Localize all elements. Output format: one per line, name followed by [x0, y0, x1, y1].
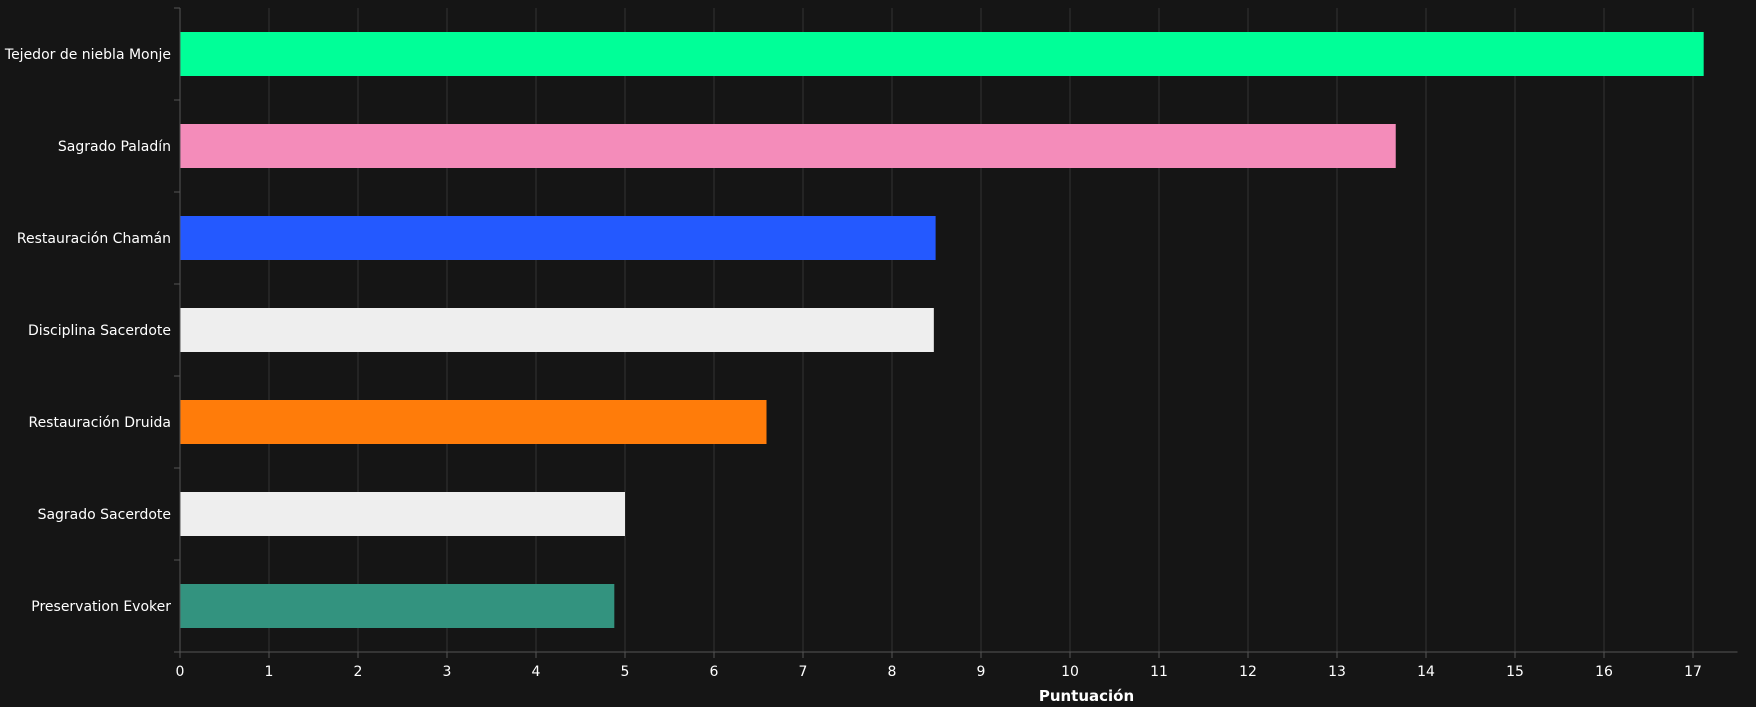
x-tick-label-9: 9: [977, 664, 986, 680]
category-label-disciplina-sacerdote: Disciplina Sacerdote: [28, 323, 171, 339]
category-label-preservation-evoker: Preservation Evoker: [31, 599, 171, 615]
x-tick-label-0: 0: [176, 664, 185, 680]
bar-disciplina-sacerdote: [180, 308, 934, 352]
x-tick-label-5: 5: [621, 664, 630, 680]
bar-sagrado-sacerdote: [180, 492, 625, 536]
category-label-tejedor-de-niebla-monje: Tejedor de niebla Monje: [4, 47, 171, 63]
x-tick-label-11: 11: [1150, 664, 1168, 680]
category-label-sagrado-sacerdote: Sagrado Sacerdote: [38, 507, 171, 523]
bar-restauracion-druida: [180, 400, 767, 444]
x-tick-label-17: 17: [1684, 664, 1702, 680]
x-tick-label-4: 4: [532, 664, 541, 680]
x-tick-label-2: 2: [354, 664, 363, 680]
x-tick-label-10: 10: [1061, 664, 1079, 680]
x-tick-label-6: 6: [710, 664, 719, 680]
bar-restauracion-chaman: [180, 216, 936, 260]
x-tick-label-8: 8: [888, 664, 897, 680]
category-label-sagrado-paladin: Sagrado Paladín: [58, 139, 171, 155]
x-tick-label-12: 12: [1239, 664, 1257, 680]
x-tick-label-15: 15: [1506, 664, 1524, 680]
axis-layer: [174, 7, 1738, 658]
bar-sagrado-paladin: [180, 124, 1396, 168]
x-tick-label-3: 3: [443, 664, 452, 680]
x-tick-label-13: 13: [1328, 664, 1346, 680]
x-tick-label-7: 7: [799, 664, 808, 680]
bar-layer: [180, 32, 1704, 628]
category-label-restauracion-chaman: Restauración Chamán: [17, 231, 171, 247]
bar-tejedor-de-niebla-monje: [180, 32, 1704, 76]
bar-preservation-evoker: [180, 584, 615, 628]
x-axis-title: Puntuación: [1039, 687, 1134, 705]
category-label-restauracion-druida: Restauración Druida: [28, 415, 171, 431]
x-tick-label-14: 14: [1417, 664, 1435, 680]
x-tick-label-16: 16: [1595, 664, 1613, 680]
x-tick-label-1: 1: [265, 664, 274, 680]
